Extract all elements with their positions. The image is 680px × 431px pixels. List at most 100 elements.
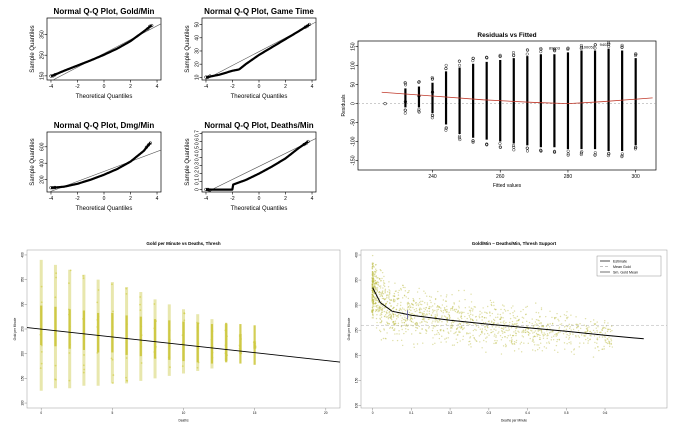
scatter-point <box>609 328 611 331</box>
scatter-point <box>372 314 374 316</box>
scatter-point <box>468 316 471 318</box>
scatter-point <box>459 323 461 326</box>
scatter-point <box>510 326 513 329</box>
plot-marks <box>27 259 340 391</box>
scatter-point <box>410 317 413 320</box>
scatter-point <box>441 304 444 306</box>
scatter-point <box>426 295 428 297</box>
scatter-point <box>501 327 503 330</box>
scatter-point <box>546 335 548 337</box>
y-tick-label: 0.7 <box>195 130 201 137</box>
scatter-point <box>609 330 612 333</box>
scatter-point <box>434 298 437 301</box>
scatter-point <box>373 292 376 295</box>
qq-dmg-plot: Normal Q-Q Plot, Dmg/Min-4 -2 0 2 4200400600… <box>30 121 162 212</box>
scatter-point <box>457 309 459 312</box>
scatter-point <box>470 313 472 316</box>
x-tick-label: -4 <box>204 196 209 202</box>
scatter-point <box>391 326 394 329</box>
scatter-point <box>512 334 514 337</box>
scatter-point <box>371 279 374 281</box>
scatter-point <box>602 348 604 350</box>
scatter-point <box>406 292 409 294</box>
scatter-point <box>485 312 488 314</box>
scatter-point <box>479 310 481 313</box>
scatter-point <box>444 338 446 340</box>
scatter-point <box>380 280 382 282</box>
scatter-point <box>196 321 198 324</box>
scatter-point <box>529 332 531 335</box>
residual-point <box>498 145 502 149</box>
scatter-point <box>388 311 390 313</box>
scatter-point <box>484 311 486 313</box>
scatter-point <box>375 298 378 300</box>
scatter-point <box>384 291 386 293</box>
scatter-point <box>611 329 613 332</box>
scatter-point <box>546 330 548 332</box>
y-tick-label: 400 <box>40 159 46 168</box>
scatter-point <box>431 305 434 307</box>
scatter-point <box>393 295 396 297</box>
scatter-point <box>372 294 374 296</box>
scatter-point <box>372 295 375 297</box>
scatter-point <box>438 337 441 340</box>
residual-point <box>403 108 407 112</box>
scatter-point <box>498 326 500 328</box>
scatter-point <box>472 319 474 322</box>
scatter-point <box>382 282 385 284</box>
scatter-point <box>372 271 374 274</box>
scatter-point <box>422 312 424 315</box>
scatter-point <box>460 316 462 319</box>
scatter-point <box>431 322 433 324</box>
scatter-point <box>459 311 461 314</box>
scatter-point <box>601 336 604 338</box>
scatter-point <box>371 283 374 285</box>
scatter-point <box>596 337 599 339</box>
scatter-point <box>532 326 535 328</box>
scatter-point <box>538 344 540 346</box>
scatter-point <box>538 347 541 349</box>
scatter-point <box>470 319 472 321</box>
scatter-point <box>610 338 612 340</box>
scatter-point <box>526 320 528 323</box>
scatter-point <box>424 292 427 294</box>
scatter-point <box>372 274 374 277</box>
scatter-point <box>390 315 392 318</box>
scatter-point <box>493 321 495 324</box>
scatter-point <box>378 305 381 308</box>
scatter-point <box>383 298 385 300</box>
y-tick-label: 150 <box>21 375 25 381</box>
scatter-point <box>386 309 389 312</box>
scatter-point <box>426 310 428 312</box>
scatter-point <box>430 314 433 316</box>
scatter-point <box>598 336 601 338</box>
scatter-point <box>393 292 396 295</box>
scatter-point <box>379 330 382 333</box>
scatter-point <box>375 283 378 285</box>
loess-smooth-line <box>381 91 653 105</box>
scatter-point <box>376 287 379 289</box>
scatter-point <box>401 320 403 322</box>
scatter-point <box>576 327 578 329</box>
scatter-point <box>548 326 551 328</box>
scatter-point <box>535 311 537 314</box>
scatter-point <box>380 309 382 311</box>
scatter-point <box>594 341 596 344</box>
scatter-point <box>592 319 595 321</box>
legend-box <box>596 255 662 277</box>
scatter-point <box>512 315 515 317</box>
scatter-point <box>466 333 468 335</box>
qq-point <box>146 27 150 31</box>
scatter-point <box>546 342 548 344</box>
scatter-point <box>393 322 396 325</box>
scatter-point <box>404 286 406 289</box>
scatter-point <box>563 342 566 344</box>
scatter-point <box>394 324 396 326</box>
scatter-point <box>466 332 468 334</box>
scatter-point <box>434 303 436 305</box>
scatter-point <box>390 315 392 317</box>
x-tick-label: 4 <box>156 196 159 202</box>
scatter-point <box>436 313 438 315</box>
qq-points-band <box>205 140 309 191</box>
scatter-point <box>519 343 522 345</box>
